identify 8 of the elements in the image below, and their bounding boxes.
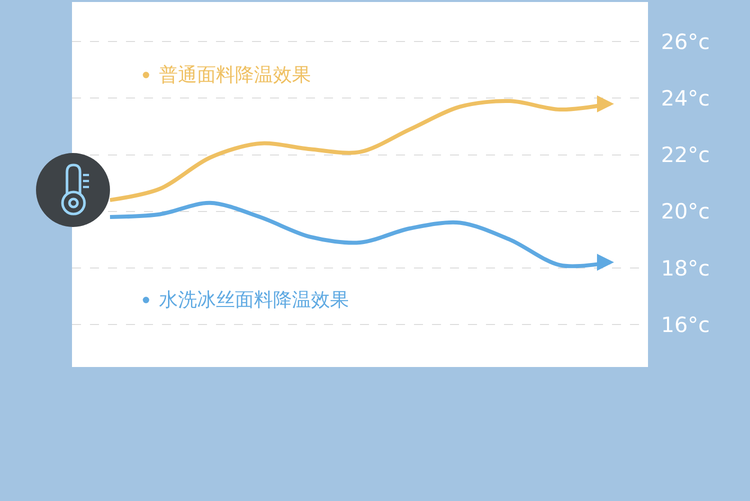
y-tick-label: 20°c	[661, 200, 710, 224]
y-tick-label: 16°c	[661, 312, 710, 337]
y-tick-label: 24°c	[661, 86, 710, 111]
legend-label: 水洗冰丝面料降温效果	[159, 289, 349, 311]
y-tick-label: 26°c	[661, 30, 710, 54]
legend-label: 普通面料降温效果	[159, 64, 311, 86]
y-tick-label: 18°c	[661, 256, 710, 280]
y-tick-label: 22°c	[661, 143, 710, 168]
